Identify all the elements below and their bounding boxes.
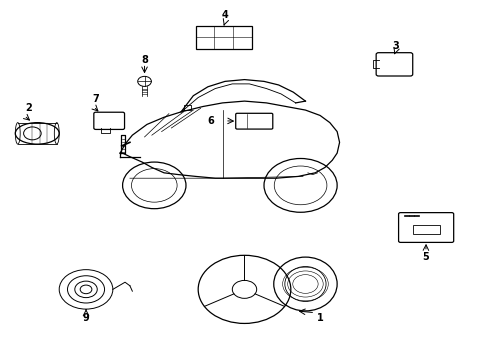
Text: 2: 2 (25, 103, 32, 113)
Bar (195, 26, 251, 49)
Text: 8: 8 (141, 55, 148, 65)
Text: 1: 1 (316, 313, 323, 323)
Text: 7: 7 (92, 94, 99, 104)
Text: 3: 3 (391, 41, 398, 50)
Text: 5: 5 (422, 252, 428, 262)
Text: 6: 6 (206, 116, 213, 126)
Bar (412, 225, 439, 234)
Text: 4: 4 (221, 10, 228, 20)
Text: 9: 9 (82, 313, 89, 323)
